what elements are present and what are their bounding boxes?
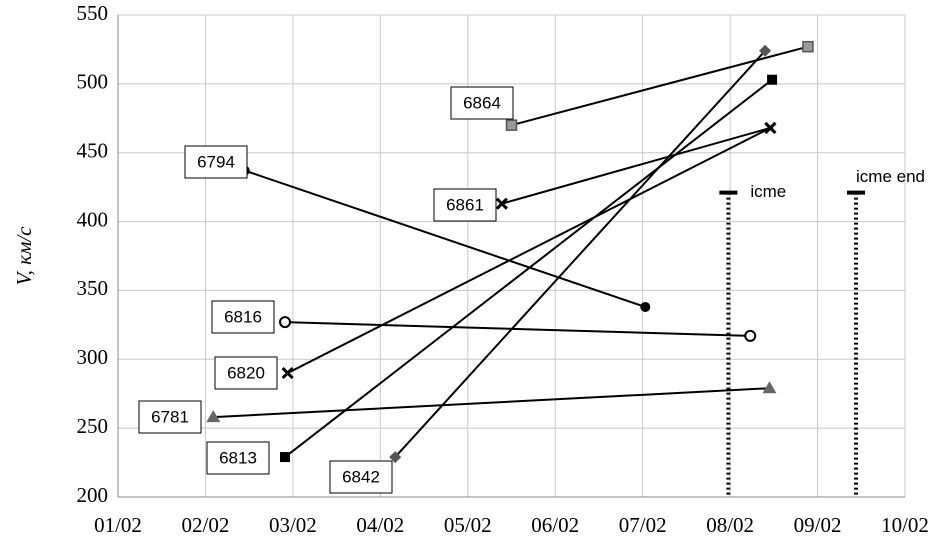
series-line	[394, 50, 766, 458]
y-tick-label: 500	[77, 70, 109, 94]
label-box	[214, 356, 278, 390]
x-tick-label: 10/02	[881, 513, 929, 537]
marker	[744, 329, 757, 342]
x-tick-label: 02/02	[182, 513, 230, 537]
series-label: 6861	[446, 195, 484, 214]
x-tick-label: 05/02	[444, 513, 492, 537]
x-tick-label: 04/02	[356, 513, 404, 537]
annotation: icme	[750, 182, 786, 201]
marker	[640, 301, 651, 312]
annotation: icme end	[856, 167, 925, 186]
marker	[495, 197, 508, 210]
label-box	[184, 145, 248, 179]
marker	[762, 381, 777, 394]
series-label: 6816	[224, 307, 262, 326]
series-line	[284, 78, 773, 458]
marker	[280, 452, 291, 463]
series-line	[287, 127, 771, 374]
y-tick-label: 250	[77, 414, 109, 438]
y-tick-label: 300	[77, 345, 109, 369]
x-tick-label: 03/02	[269, 513, 317, 537]
marker	[759, 44, 772, 57]
marker	[206, 410, 221, 423]
series-line	[244, 169, 646, 308]
label-box	[211, 300, 275, 334]
y-tick-label: 200	[77, 483, 109, 507]
x-tick-label: 01/02	[94, 513, 142, 537]
marker	[767, 74, 778, 85]
x-tick-label: 06/02	[531, 513, 579, 537]
marker	[764, 121, 777, 134]
x-tick-label: 07/02	[619, 513, 667, 537]
series-line	[511, 45, 809, 127]
series-label: 6813	[219, 448, 257, 467]
y-tick-label: 400	[77, 207, 109, 231]
label-box	[450, 86, 514, 120]
series-line	[213, 387, 770, 419]
series-label: 6864	[463, 93, 501, 112]
x-tick-label: 09/02	[794, 513, 842, 537]
marker	[802, 40, 814, 53]
marker	[279, 316, 292, 329]
label-box	[206, 441, 270, 475]
x-tick-label: 08/02	[706, 513, 754, 537]
y-tick-label: 450	[77, 139, 109, 163]
marker	[389, 451, 402, 464]
label-box	[433, 188, 497, 222]
y-tick-label: 350	[77, 276, 109, 300]
marker	[281, 366, 294, 380]
y-tick-label: 550	[77, 1, 109, 25]
series-line	[284, 321, 751, 337]
label-box	[329, 460, 393, 494]
series-line	[501, 126, 771, 205]
series-label: 6842	[342, 467, 380, 486]
label-box	[138, 400, 202, 434]
series-label: 6781	[151, 407, 189, 426]
series-label: 6794	[197, 152, 235, 171]
y-axis-label: V, км/с	[12, 226, 36, 286]
series-label: 6820	[227, 363, 265, 382]
marker	[505, 119, 518, 131]
